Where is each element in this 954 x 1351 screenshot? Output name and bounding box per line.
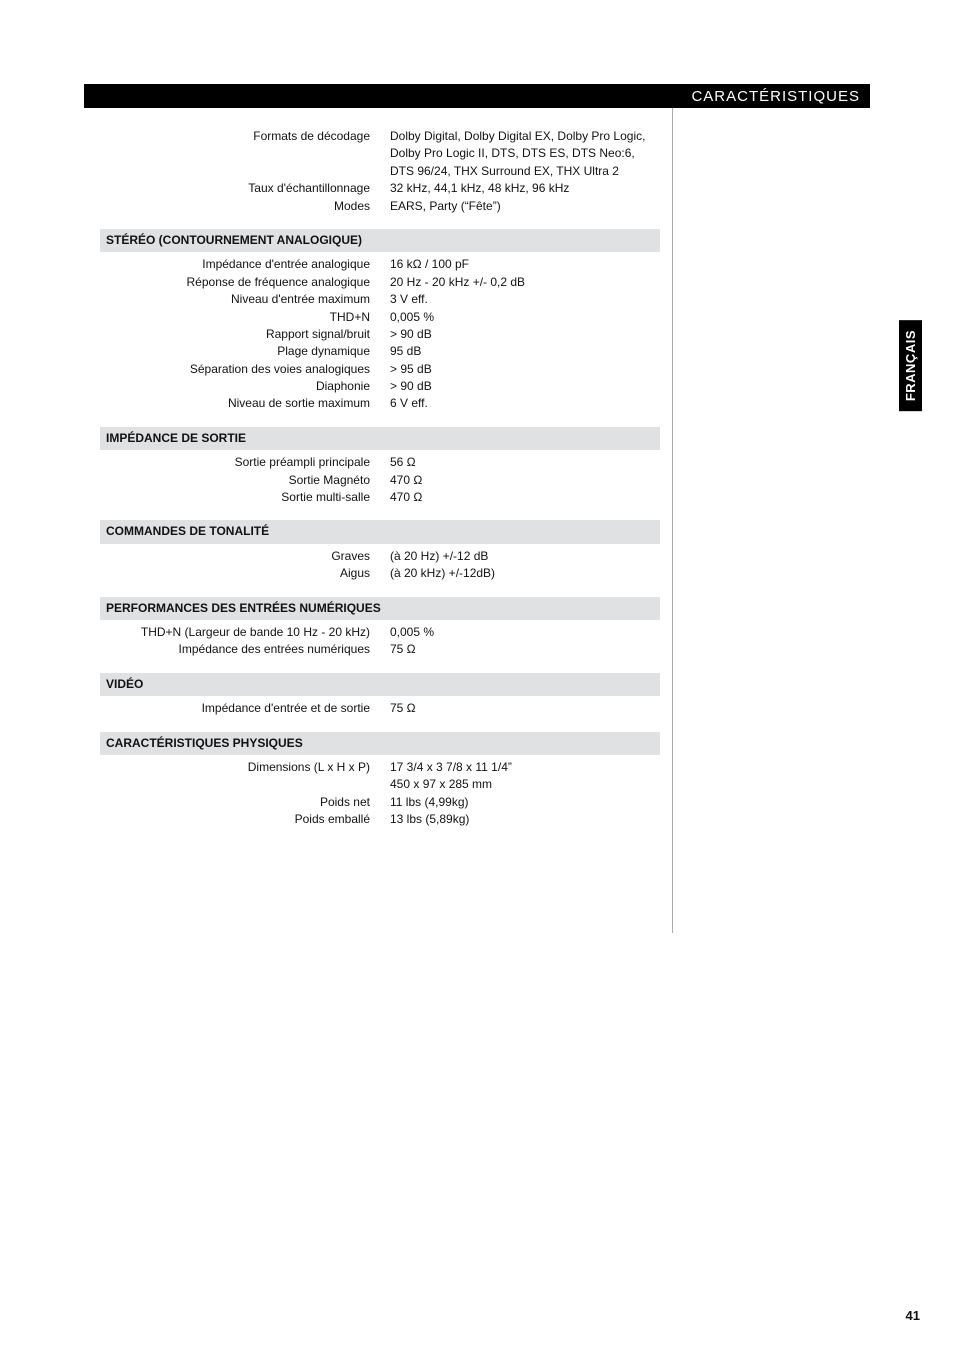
spec-row: Séparation des voies analogiques> 95 dB [100, 361, 660, 378]
spec-row: Dimensions (L x H x P)17 3/4 x 3 7/8 x 1… [100, 759, 660, 794]
spec-row: Diaphonie> 90 dB [100, 378, 660, 395]
spec-value: 6 V eff. [390, 395, 660, 412]
spec-value: 95 dB [390, 343, 660, 360]
spec-label: Dimensions (L x H x P) [100, 759, 390, 794]
spec-label: Sortie Magnéto [100, 472, 390, 489]
spec-row: Poids net11 lbs (4,99kg) [100, 794, 660, 811]
spec-content: Formats de décodageDolby Digital, Dolby … [100, 128, 660, 829]
spec-label: Diaphonie [100, 378, 390, 395]
page-header: CARACTÉRISTIQUES [84, 84, 870, 108]
spec-value: > 90 dB [390, 378, 660, 395]
spec-value: (à 20 kHz) +/-12dB) [390, 565, 660, 582]
spec-value: 16 kΩ / 100 pF [390, 256, 660, 273]
spec-row: Impédance des entrées numériques75 Ω [100, 641, 660, 658]
spec-label: Réponse de fréquence analogique [100, 274, 390, 291]
spec-label: Poids emballé [100, 811, 390, 828]
spec-label: Taux d'échantillonnage [100, 180, 390, 197]
vertical-divider [672, 108, 673, 933]
spec-value: 470 Ω [390, 489, 660, 506]
spec-label: Niveau de sortie maximum [100, 395, 390, 412]
spec-label: Rapport signal/bruit [100, 326, 390, 343]
spec-label: Graves [100, 548, 390, 565]
spec-row: ModesEARS, Party (“Fête”) [100, 198, 660, 215]
spec-label: Poids net [100, 794, 390, 811]
spec-row: Formats de décodageDolby Digital, Dolby … [100, 128, 660, 180]
spec-label: THD+N (Largeur de bande 10 Hz - 20 kHz) [100, 624, 390, 641]
spec-row: Sortie préampli principale56 Ω [100, 454, 660, 471]
page-number-value: 41 [906, 1308, 920, 1323]
spec-row: Impédance d'entrée analogique16 kΩ / 100… [100, 256, 660, 273]
spec-value: 13 lbs (5,89kg) [390, 811, 660, 828]
spec-value: 0,005 % [390, 624, 660, 641]
spec-value: 32 kHz, 44,1 kHz, 48 kHz, 96 kHz [390, 180, 660, 197]
spec-value: > 90 dB [390, 326, 660, 343]
spec-label: Impédance d'entrée et de sortie [100, 700, 390, 717]
language-side-tab: FRANÇAIS [899, 320, 922, 411]
spec-row: Réponse de fréquence analogique20 Hz - 2… [100, 274, 660, 291]
spec-row: Impédance d'entrée et de sortie75 Ω [100, 700, 660, 717]
spec-label: Séparation des voies analogiques [100, 361, 390, 378]
spec-row: Poids emballé13 lbs (5,89kg) [100, 811, 660, 828]
spec-row: Rapport signal/bruit> 90 dB [100, 326, 660, 343]
page-header-text: CARACTÉRISTIQUES [691, 88, 860, 105]
spec-row: Niveau d'entrée maximum3 V eff. [100, 291, 660, 308]
spec-label: Sortie multi-salle [100, 489, 390, 506]
spec-row: Graves(à 20 Hz) +/-12 dB [100, 548, 660, 565]
spec-value: 17 3/4 x 3 7/8 x 11 1/4” 450 x 97 x 285 … [390, 759, 660, 794]
spec-row: THD+N (Largeur de bande 10 Hz - 20 kHz)0… [100, 624, 660, 641]
spec-label: Impédance d'entrée analogique [100, 256, 390, 273]
spec-row: Niveau de sortie maximum6 V eff. [100, 395, 660, 412]
spec-value: (à 20 Hz) +/-12 dB [390, 548, 660, 565]
spec-row: Sortie multi-salle470 Ω [100, 489, 660, 506]
spec-label: Formats de décodage [100, 128, 390, 180]
spec-label: Impédance des entrées numériques [100, 641, 390, 658]
spec-row: Aigus(à 20 kHz) +/-12dB) [100, 565, 660, 582]
spec-label: Modes [100, 198, 390, 215]
spec-value: EARS, Party (“Fête”) [390, 198, 660, 215]
section-header: PERFORMANCES DES ENTRÉES NUMÉRIQUES [100, 597, 660, 620]
spec-value: 470 Ω [390, 472, 660, 489]
spec-row: Plage dynamique95 dB [100, 343, 660, 360]
spec-value: 75 Ω [390, 700, 660, 717]
spec-label: Sortie préampli principale [100, 454, 390, 471]
spec-label: THD+N [100, 309, 390, 326]
spec-value: 75 Ω [390, 641, 660, 658]
spec-row: Sortie Magnéto470 Ω [100, 472, 660, 489]
spec-label: Plage dynamique [100, 343, 390, 360]
spec-row: THD+N0,005 % [100, 309, 660, 326]
spec-label: Niveau d'entrée maximum [100, 291, 390, 308]
spec-value: Dolby Digital, Dolby Digital EX, Dolby P… [390, 128, 660, 180]
section-header: COMMANDES DE TONALITÉ [100, 520, 660, 543]
spec-label: Aigus [100, 565, 390, 582]
section-header: VIDÉO [100, 673, 660, 696]
spec-value: 20 Hz - 20 kHz +/- 0,2 dB [390, 274, 660, 291]
section-header: CARACTÉRISTIQUES PHYSIQUES [100, 732, 660, 755]
spec-value: 56 Ω [390, 454, 660, 471]
page-number: 41 [906, 1308, 920, 1323]
section-header: STÉRÉO (CONTOURNEMENT ANALOGIQUE) [100, 229, 660, 252]
spec-value: 3 V eff. [390, 291, 660, 308]
section-header: IMPÉDANCE DE SORTIE [100, 427, 660, 450]
spec-value: 11 lbs (4,99kg) [390, 794, 660, 811]
spec-row: Taux d'échantillonnage32 kHz, 44,1 kHz, … [100, 180, 660, 197]
spec-value: 0,005 % [390, 309, 660, 326]
language-label: FRANÇAIS [903, 330, 918, 401]
spec-value: > 95 dB [390, 361, 660, 378]
